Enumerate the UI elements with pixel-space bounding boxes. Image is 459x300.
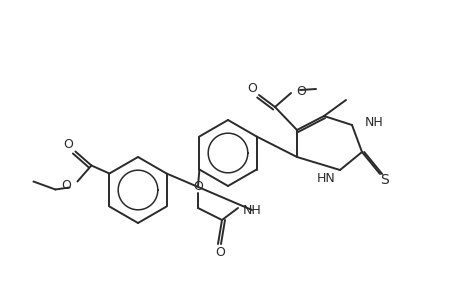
Text: O: O — [63, 138, 73, 151]
Text: O: O — [295, 85, 305, 98]
Text: S: S — [380, 173, 388, 187]
Text: O: O — [193, 179, 202, 193]
Text: NH: NH — [364, 116, 383, 128]
Text: O: O — [215, 247, 224, 260]
Text: NH: NH — [242, 203, 261, 217]
Text: O: O — [62, 179, 71, 192]
Text: O: O — [246, 82, 257, 94]
Text: HN: HN — [317, 172, 335, 185]
